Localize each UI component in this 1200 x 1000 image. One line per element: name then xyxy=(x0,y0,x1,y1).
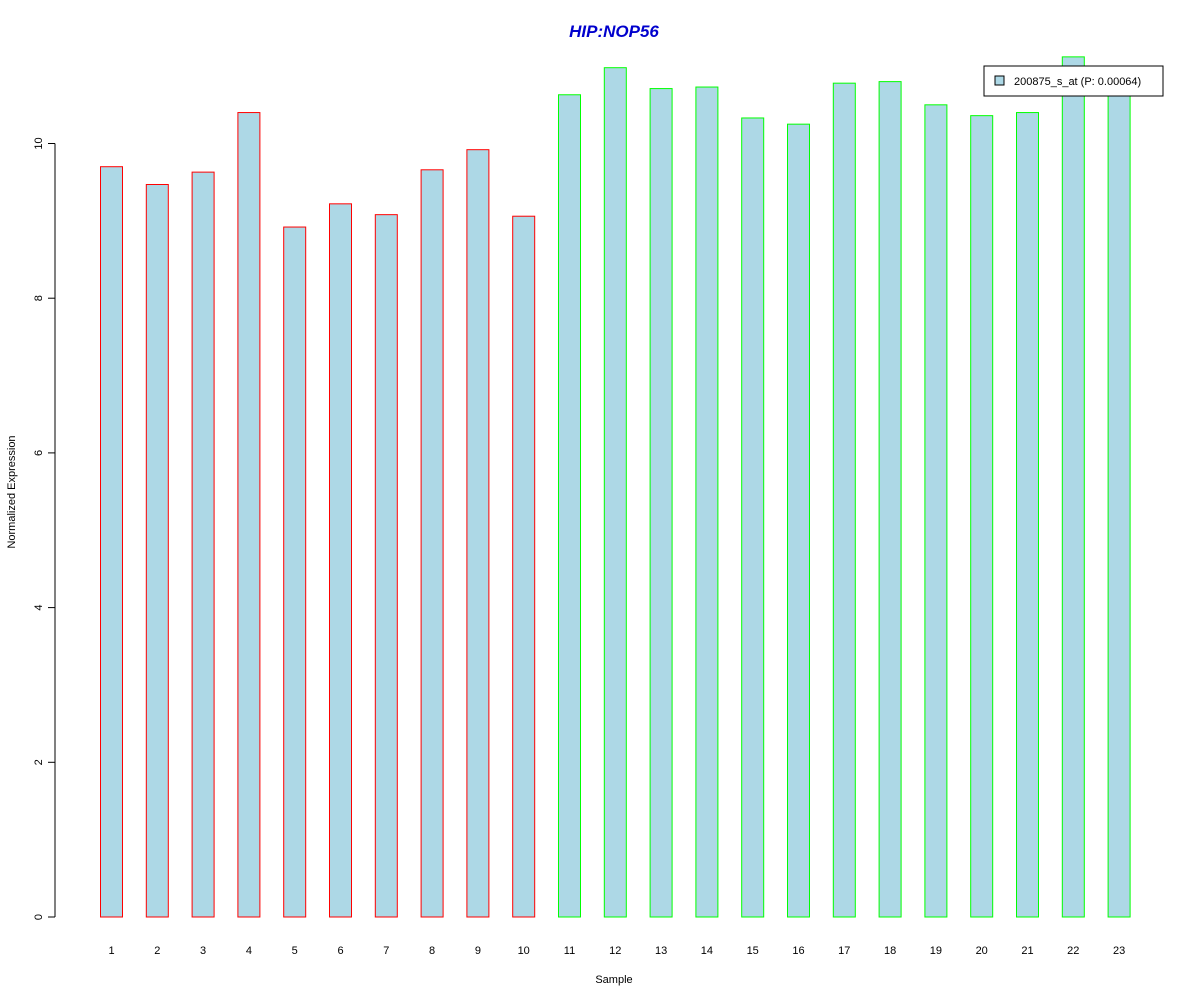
y-tick-label: 0 xyxy=(33,914,45,920)
bar xyxy=(603,67,627,918)
bar xyxy=(1016,112,1039,918)
bar xyxy=(741,117,765,918)
x-tick-labels: 1 2 3 4 5 6 7 8 9 10 11 12 13 14 15 16 17 18 19 20 21 22 23 xyxy=(108,945,1125,957)
bars-group xyxy=(100,56,1131,918)
bar xyxy=(237,112,261,918)
y-tick-label: 4 xyxy=(33,605,45,611)
y-tick-label: 10 xyxy=(33,137,45,149)
bar xyxy=(145,183,169,918)
bar xyxy=(420,169,444,918)
x-tick-label: 23 xyxy=(1113,945,1125,957)
x-tick-label: 11 xyxy=(564,945,575,957)
y-axis-label: Normalized Expression xyxy=(6,435,18,548)
chart-title: HIP:NOP56 xyxy=(569,22,659,41)
legend: 200875_s_at (P: 0.00064) xyxy=(983,65,1164,97)
x-tick-label: 6 xyxy=(337,945,343,957)
y-tick-label: 6 xyxy=(33,450,45,456)
x-axis-label: Sample xyxy=(595,974,632,986)
x-tick-label: 1 xyxy=(108,945,114,957)
x-tick-label: 3 xyxy=(200,945,206,957)
bar xyxy=(695,86,719,918)
y-tick-label: 2 xyxy=(33,759,45,765)
legend-label: 200875_s_at (P: 0.00064) xyxy=(1014,76,1141,88)
bar xyxy=(878,81,902,918)
y-axis: 0 2 4 6 8 10 xyxy=(33,137,56,920)
bar xyxy=(970,115,994,918)
bar xyxy=(374,214,398,918)
x-tick-label: 5 xyxy=(292,945,298,957)
bar xyxy=(1107,86,1131,918)
x-tick-label: 22 xyxy=(1067,945,1079,957)
bar xyxy=(283,226,307,918)
bar xyxy=(512,215,536,918)
legend-box xyxy=(983,65,1164,97)
bar xyxy=(787,123,810,918)
x-tick-label: 7 xyxy=(383,945,389,957)
bar xyxy=(466,149,490,918)
bar xyxy=(191,171,215,918)
bar xyxy=(924,104,948,918)
bar xyxy=(100,166,123,918)
x-tick-label: 12 xyxy=(609,945,621,957)
x-tick-label: 13 xyxy=(655,945,667,957)
x-tick-label: 20 xyxy=(976,945,988,957)
x-tick-label: 8 xyxy=(429,945,435,957)
bar xyxy=(649,88,673,918)
x-tick-label: 14 xyxy=(701,945,713,957)
x-tick-label: 2 xyxy=(154,945,160,957)
y-tick-label: 8 xyxy=(33,295,45,301)
bar xyxy=(832,82,856,918)
x-tick-label: 9 xyxy=(475,945,481,957)
x-tick-label: 10 xyxy=(518,945,530,957)
x-tick-label: 16 xyxy=(792,945,804,957)
bar xyxy=(1061,56,1085,918)
bar xyxy=(329,203,352,918)
x-tick-label: 15 xyxy=(747,945,759,957)
legend-swatch xyxy=(994,75,1005,86)
bar xyxy=(558,94,581,918)
x-tick-label: 18 xyxy=(884,945,896,957)
x-tick-label: 19 xyxy=(930,945,942,957)
x-tick-label: 21 xyxy=(1021,945,1033,957)
x-tick-label: 17 xyxy=(838,945,850,957)
x-tick-label: 4 xyxy=(246,945,252,957)
